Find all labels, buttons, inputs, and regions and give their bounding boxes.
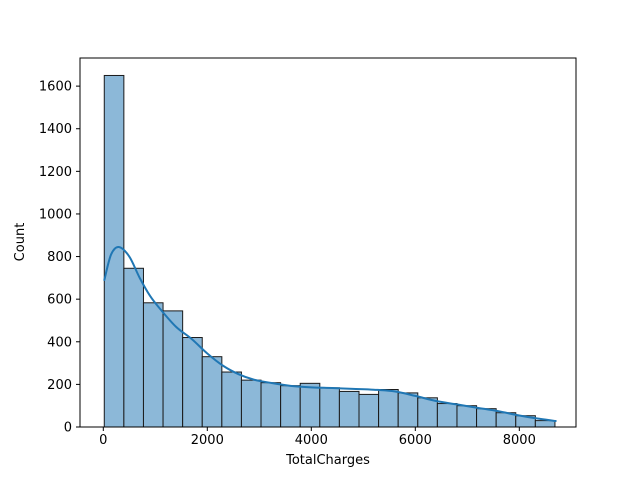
histogram-bar xyxy=(319,387,340,428)
y-tick-label: 400 xyxy=(47,335,72,350)
y-tick-label: 1000 xyxy=(39,207,72,222)
y-tick-label: 600 xyxy=(47,293,72,308)
y-tick-label: 1400 xyxy=(39,122,72,137)
histogram-bar xyxy=(162,310,184,428)
y-tick-label: 1600 xyxy=(39,80,72,95)
histogram-bar xyxy=(240,379,262,428)
histogram-bar xyxy=(378,389,399,428)
y-tick-label: 200 xyxy=(47,378,72,393)
x-tick-label: 2000 xyxy=(191,433,224,448)
histogram-bar xyxy=(299,382,321,428)
axis-tick-labels: 0 2000 4000 6000 8000 0 200 400 600 800 1000 1200 14… xyxy=(39,80,536,448)
histogram-bar xyxy=(436,403,458,428)
y-tick-label: 800 xyxy=(47,250,72,265)
histogram-bar xyxy=(417,397,438,428)
histogram-bar xyxy=(142,302,164,428)
axis-ticks xyxy=(76,85,520,431)
histogram-bar xyxy=(280,385,301,428)
x-tick-label: 0 xyxy=(99,433,107,448)
y-axis-label: Count xyxy=(13,223,28,262)
x-tick-label: 4000 xyxy=(295,433,328,448)
x-tick-label: 6000 xyxy=(399,433,432,448)
histogram-bar xyxy=(123,267,144,428)
histogram-bar xyxy=(201,356,223,428)
axes-spines xyxy=(79,57,577,428)
histogram-bar xyxy=(338,390,360,428)
histogram-bar xyxy=(534,420,556,428)
histogram-bar xyxy=(456,405,478,428)
histogram-bar xyxy=(358,393,380,428)
x-axis-label: TotalCharges xyxy=(285,453,370,468)
histogram-bar xyxy=(397,392,419,428)
histogram-bar xyxy=(182,337,203,428)
kde-curve xyxy=(103,245,557,423)
y-tick-label: 0 xyxy=(64,421,72,436)
y-tick-label: 1200 xyxy=(39,165,72,180)
histogram-bar xyxy=(260,382,282,428)
x-tick-label: 8000 xyxy=(503,433,536,448)
histogram-bar xyxy=(103,74,125,428)
histogram-bar xyxy=(221,371,242,428)
histogram-bars xyxy=(103,74,556,428)
histogram-bar xyxy=(476,408,497,428)
